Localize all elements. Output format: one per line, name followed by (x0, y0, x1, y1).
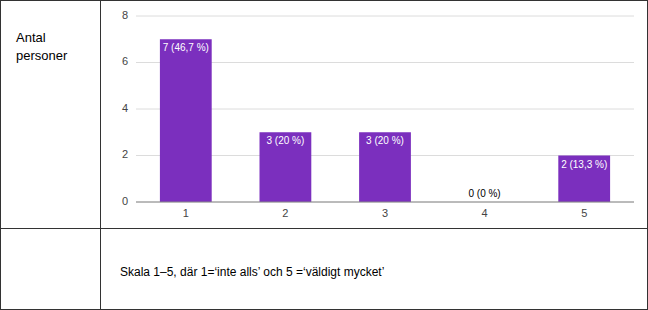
grid (136, 16, 634, 202)
bar (558, 156, 610, 203)
y-ticks: 0 2 4 6 8 (122, 9, 128, 207)
y-tick-label: 0 (122, 195, 128, 207)
footnote: Skala 1–5, där 1=‘inte alls’ och 5 =‘väl… (120, 265, 384, 279)
table-borders (0, 0, 648, 310)
bar (359, 132, 411, 202)
bar (260, 132, 312, 202)
x-tick-label: 3 (382, 207, 388, 219)
data-label: 7 (46,7 %) (163, 42, 209, 53)
x-tick-label: 5 (581, 207, 587, 219)
row-divider (0, 228, 648, 229)
x-axis-line (136, 202, 634, 203)
y-tick-label: 2 (122, 148, 128, 160)
y-axis-label: Antalpersoner (16, 30, 68, 63)
chart-container: Antalpersoner Skala 1–5, där 1=‘inte alls… (0, 0, 648, 310)
bar (160, 39, 212, 202)
outer-border (1, 1, 648, 310)
chart: Antalpersoner Skala 1–5, där 1=‘inte alls… (0, 0, 648, 310)
x-tick-label: 4 (482, 207, 488, 219)
x-ticks: 1 2 3 4 5 (183, 207, 588, 219)
y-tick-label: 6 (122, 55, 128, 67)
grid-line (136, 16, 634, 17)
data-label: 0 (0 %) (468, 188, 500, 199)
data-label: 3 (20 %) (366, 135, 404, 146)
x-tick-label: 2 (282, 207, 288, 219)
y-tick-label: 4 (122, 102, 128, 114)
data-label: 2 (13,3 %) (561, 159, 607, 170)
grid-line (136, 202, 634, 203)
data-label: 3 (20 %) (267, 135, 305, 146)
data-labels: 7 (46,7 %) 3 (20 %) 3 (20 %) 0 (0 %) 2 (13,3… (163, 42, 608, 199)
column-divider (100, 0, 101, 310)
y-tick-label: 8 (122, 9, 128, 21)
x-tick-label: 1 (183, 207, 189, 219)
bars (160, 39, 610, 202)
